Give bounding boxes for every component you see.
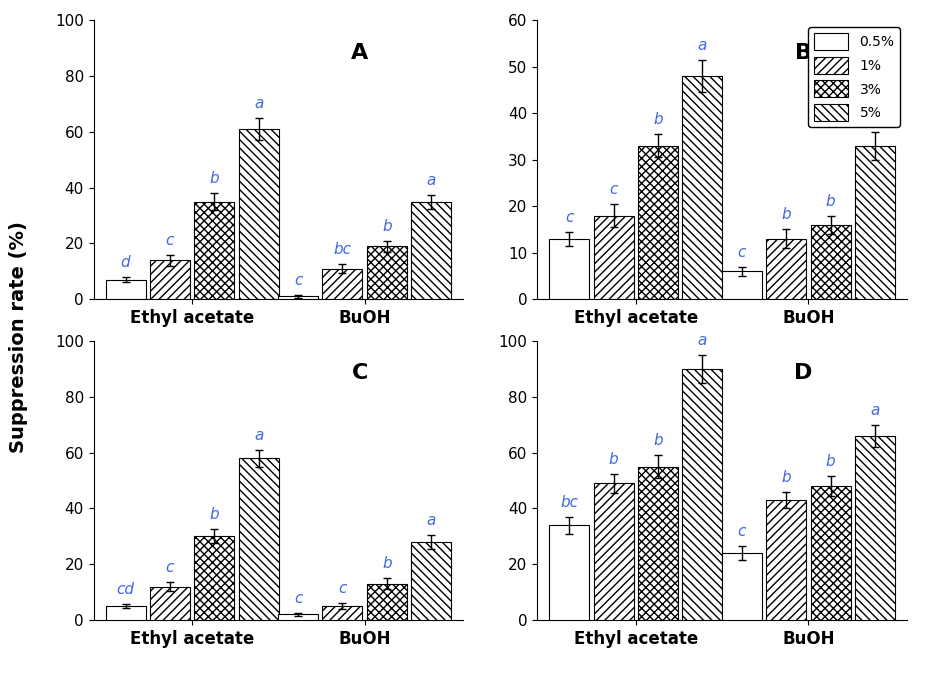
Text: b: b (609, 452, 618, 466)
Bar (594, 216, 634, 299)
Text: C: C (352, 363, 367, 384)
Text: d: d (121, 255, 130, 270)
Text: D: D (794, 363, 813, 384)
Bar (766, 239, 806, 299)
Bar (238, 129, 279, 299)
Text: a: a (254, 428, 264, 443)
Bar (106, 606, 146, 620)
Bar (811, 486, 851, 620)
Bar (367, 246, 407, 299)
Bar (106, 280, 146, 299)
Text: a: a (254, 96, 264, 111)
Text: a: a (870, 110, 880, 125)
Text: c: c (610, 182, 618, 197)
Text: c: c (738, 245, 746, 259)
Bar (722, 553, 762, 620)
Text: b: b (209, 508, 219, 522)
Text: cd: cd (117, 582, 135, 597)
Text: c: c (338, 582, 347, 596)
Text: A: A (352, 42, 368, 63)
Legend: 0.5%, 1%, 3%, 5%: 0.5%, 1%, 3%, 5% (808, 27, 900, 127)
Bar (549, 239, 589, 299)
Bar (549, 525, 589, 620)
Text: c: c (294, 273, 302, 288)
Bar (683, 76, 723, 299)
Text: b: b (654, 433, 663, 448)
Text: a: a (698, 333, 707, 348)
Bar (683, 369, 723, 620)
Text: a: a (426, 173, 436, 187)
Bar (855, 146, 895, 299)
Bar (367, 584, 407, 620)
Bar (194, 202, 235, 299)
Bar (411, 542, 452, 620)
Text: c: c (165, 233, 174, 247)
Text: bc: bc (334, 243, 352, 257)
Bar (766, 500, 806, 620)
Text: c: c (294, 591, 302, 606)
Bar (238, 458, 279, 620)
Text: b: b (826, 454, 835, 469)
Text: c: c (165, 561, 174, 576)
Bar (722, 272, 762, 299)
Bar (411, 202, 452, 299)
Bar (323, 606, 363, 620)
Text: a: a (426, 513, 436, 528)
Text: a: a (698, 38, 707, 53)
Text: b: b (382, 556, 392, 572)
Text: b: b (654, 112, 663, 127)
Bar (594, 483, 634, 620)
Text: b: b (826, 193, 835, 208)
Text: bc: bc (560, 495, 578, 510)
Bar (278, 297, 318, 299)
Bar (638, 466, 678, 620)
Bar (278, 615, 318, 620)
Bar (150, 260, 190, 299)
Bar (323, 268, 363, 299)
Bar (638, 146, 678, 299)
Bar (194, 537, 235, 620)
Text: b: b (782, 470, 791, 485)
Text: b: b (209, 171, 219, 186)
Text: b: b (382, 218, 392, 234)
Text: B: B (795, 42, 812, 63)
Bar (150, 586, 190, 620)
Text: a: a (870, 403, 880, 418)
Text: Suppression rate (%): Suppression rate (%) (9, 221, 28, 453)
Text: c: c (738, 524, 746, 539)
Bar (811, 225, 851, 299)
Bar (855, 436, 895, 620)
Text: b: b (782, 208, 791, 222)
Text: c: c (565, 210, 573, 225)
